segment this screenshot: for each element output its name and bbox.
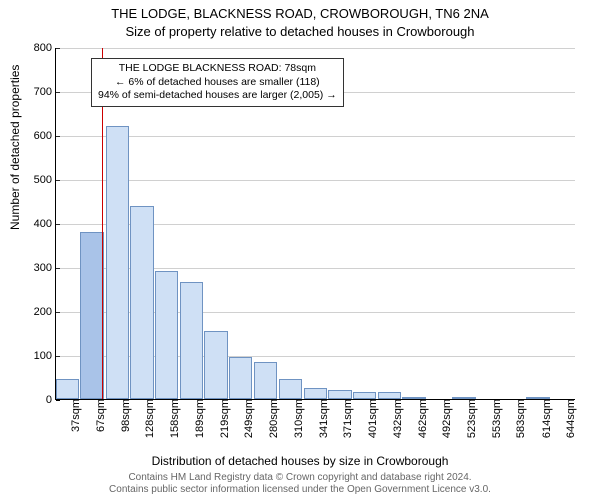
x-tick-label: 583sqm <box>513 399 527 438</box>
chart-title-line1: THE LODGE, BLACKNESS ROAD, CROWBOROUGH, … <box>0 6 600 21</box>
histogram-bar <box>106 126 129 399</box>
y-tick-label: 300 <box>34 262 56 274</box>
histogram-bar <box>180 282 203 399</box>
annotation-line2: ← 6% of detached houses are smaller (118… <box>98 76 337 90</box>
x-tick-label: 189sqm <box>192 399 206 438</box>
x-tick-label: 432sqm <box>390 399 404 438</box>
x-tick-label: 371sqm <box>340 399 354 438</box>
footer-line1: Contains HM Land Registry data © Crown c… <box>0 472 600 484</box>
y-tick-label: 700 <box>34 86 56 98</box>
histogram-bar <box>353 392 376 399</box>
x-tick-label: 310sqm <box>291 399 305 438</box>
histogram-bar <box>328 390 351 399</box>
x-tick-label: 37sqm <box>68 399 82 432</box>
y-tick-label: 400 <box>34 218 56 230</box>
histogram-bar <box>155 271 178 399</box>
annotation-line1: THE LODGE BLACKNESS ROAD: 78sqm <box>98 62 337 76</box>
y-tick-label: 100 <box>34 350 56 362</box>
y-gridline <box>56 48 575 49</box>
histogram-bar <box>204 331 227 399</box>
footer-line2: Contains public sector information licen… <box>0 484 600 496</box>
chart-title-line2: Size of property relative to detached ho… <box>0 24 600 39</box>
histogram-bar <box>378 392 401 399</box>
y-tick-label: 800 <box>34 42 56 54</box>
x-tick-label: 401sqm <box>365 399 379 438</box>
histogram-bar <box>229 357 252 399</box>
y-axis-label: Number of detached properties <box>8 65 22 230</box>
annotation-line3: 94% of semi-detached houses are larger (… <box>98 89 337 103</box>
x-tick-label: 523sqm <box>464 399 478 438</box>
x-tick-label: 341sqm <box>316 399 330 438</box>
x-tick-label: 462sqm <box>415 399 429 438</box>
y-gridline <box>56 136 575 137</box>
y-tick-label: 200 <box>34 306 56 318</box>
x-tick-label: 128sqm <box>142 399 156 438</box>
x-tick-label: 67sqm <box>93 399 107 432</box>
histogram-bar <box>304 388 327 399</box>
x-tick-label: 219sqm <box>217 399 231 438</box>
histogram-bar <box>80 232 103 399</box>
x-tick-label: 644sqm <box>563 399 577 438</box>
x-tick-label: 98sqm <box>118 399 132 432</box>
annotation-box: THE LODGE BLACKNESS ROAD: 78sqm ← 6% of … <box>91 58 344 107</box>
x-tick-label: 492sqm <box>439 399 453 438</box>
y-tick-label: 0 <box>46 394 56 406</box>
y-gridline <box>56 180 575 181</box>
chart-container: THE LODGE, BLACKNESS ROAD, CROWBOROUGH, … <box>0 0 600 500</box>
x-axis-label: Distribution of detached houses by size … <box>0 454 600 468</box>
footer-attribution: Contains HM Land Registry data © Crown c… <box>0 472 600 496</box>
x-tick-label: 158sqm <box>167 399 181 438</box>
x-tick-label: 249sqm <box>241 399 255 438</box>
plot-area: THE LODGE BLACKNESS ROAD: 78sqm ← 6% of … <box>55 48 575 400</box>
histogram-bar <box>56 379 79 399</box>
y-tick-label: 500 <box>34 174 56 186</box>
x-tick-label: 553sqm <box>489 399 503 438</box>
histogram-bar <box>279 379 302 399</box>
x-tick-label: 614sqm <box>539 399 553 438</box>
histogram-bar <box>254 362 277 399</box>
histogram-bar <box>130 206 153 399</box>
y-tick-label: 600 <box>34 130 56 142</box>
x-tick-label: 280sqm <box>266 399 280 438</box>
